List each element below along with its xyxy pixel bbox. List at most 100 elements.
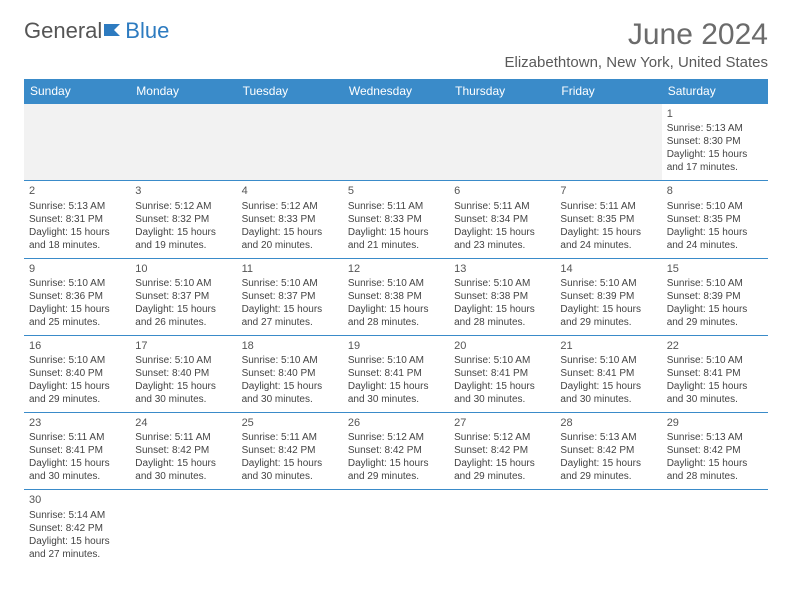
sunrise-line: Sunrise: 5:11 AM — [242, 431, 338, 444]
day-header: Saturday — [662, 79, 768, 104]
calendar-day-cell: 27Sunrise: 5:12 AMSunset: 8:42 PMDayligh… — [449, 413, 555, 490]
sunset-line: Sunset: 8:41 PM — [348, 367, 444, 380]
daylight-line: Daylight: 15 hours and 30 minutes. — [560, 380, 656, 406]
day-number: 5 — [348, 184, 444, 198]
sunset-line: Sunset: 8:41 PM — [454, 367, 550, 380]
calendar-day-cell: 10Sunrise: 5:10 AMSunset: 8:37 PMDayligh… — [130, 258, 236, 335]
daylight-line: Daylight: 15 hours and 25 minutes. — [29, 303, 125, 329]
sunset-line: Sunset: 8:32 PM — [135, 213, 231, 226]
daylight-line: Daylight: 15 hours and 30 minutes. — [454, 380, 550, 406]
logo-text-2: Blue — [125, 18, 169, 44]
sunset-line: Sunset: 8:40 PM — [135, 367, 231, 380]
daylight-line: Daylight: 15 hours and 30 minutes. — [667, 380, 763, 406]
day-number: 2 — [29, 184, 125, 198]
header: GeneralBlue June 2024 Elizabethtown, New… — [24, 18, 768, 71]
sunrise-line: Sunrise: 5:10 AM — [667, 277, 763, 290]
sunrise-line: Sunrise: 5:10 AM — [667, 200, 763, 213]
sunrise-line: Sunrise: 5:10 AM — [454, 354, 550, 367]
calendar-day-cell — [555, 104, 661, 181]
day-number: 1 — [667, 107, 763, 121]
day-number: 26 — [348, 416, 444, 430]
sunrise-line: Sunrise: 5:14 AM — [29, 509, 125, 522]
sunset-line: Sunset: 8:30 PM — [667, 135, 763, 148]
day-number: 19 — [348, 339, 444, 353]
sunrise-line: Sunrise: 5:10 AM — [135, 277, 231, 290]
logo: GeneralBlue — [24, 18, 169, 44]
daylight-line: Daylight: 15 hours and 29 minutes. — [348, 457, 444, 483]
calendar-day-cell: 23Sunrise: 5:11 AMSunset: 8:41 PMDayligh… — [24, 413, 130, 490]
day-number: 21 — [560, 339, 656, 353]
sunrise-line: Sunrise: 5:13 AM — [667, 431, 763, 444]
day-number: 6 — [454, 184, 550, 198]
calendar-day-cell: 22Sunrise: 5:10 AMSunset: 8:41 PMDayligh… — [662, 335, 768, 412]
sunrise-line: Sunrise: 5:10 AM — [29, 277, 125, 290]
calendar-body: 1Sunrise: 5:13 AMSunset: 8:30 PMDaylight… — [24, 104, 768, 567]
sunset-line: Sunset: 8:34 PM — [454, 213, 550, 226]
sunrise-line: Sunrise: 5:10 AM — [135, 354, 231, 367]
sunrise-line: Sunrise: 5:12 AM — [454, 431, 550, 444]
day-number: 28 — [560, 416, 656, 430]
sunset-line: Sunset: 8:31 PM — [29, 213, 125, 226]
daylight-line: Daylight: 15 hours and 29 minutes. — [560, 303, 656, 329]
sunrise-line: Sunrise: 5:10 AM — [348, 354, 444, 367]
calendar-week-row: 16Sunrise: 5:10 AMSunset: 8:40 PMDayligh… — [24, 335, 768, 412]
sunset-line: Sunset: 8:42 PM — [454, 444, 550, 457]
sunset-line: Sunset: 8:39 PM — [667, 290, 763, 303]
day-header: Friday — [555, 79, 661, 104]
daylight-line: Daylight: 15 hours and 30 minutes. — [135, 380, 231, 406]
sunrise-line: Sunrise: 5:10 AM — [560, 354, 656, 367]
day-number: 27 — [454, 416, 550, 430]
daylight-line: Daylight: 15 hours and 28 minutes. — [667, 457, 763, 483]
day-number: 8 — [667, 184, 763, 198]
calendar-day-cell: 26Sunrise: 5:12 AMSunset: 8:42 PMDayligh… — [343, 413, 449, 490]
daylight-line: Daylight: 15 hours and 24 minutes. — [560, 226, 656, 252]
sunrise-line: Sunrise: 5:10 AM — [348, 277, 444, 290]
day-number: 10 — [135, 262, 231, 276]
day-number: 30 — [29, 493, 125, 507]
daylight-line: Daylight: 15 hours and 29 minutes. — [29, 380, 125, 406]
sunset-line: Sunset: 8:36 PM — [29, 290, 125, 303]
day-number: 20 — [454, 339, 550, 353]
day-number: 16 — [29, 339, 125, 353]
calendar-table: SundayMondayTuesdayWednesdayThursdayFrid… — [24, 79, 768, 567]
day-number: 29 — [667, 416, 763, 430]
calendar-day-cell: 2Sunrise: 5:13 AMSunset: 8:31 PMDaylight… — [24, 181, 130, 258]
location-subtitle: Elizabethtown, New York, United States — [505, 54, 768, 71]
daylight-line: Daylight: 15 hours and 23 minutes. — [454, 226, 550, 252]
calendar-day-cell: 21Sunrise: 5:10 AMSunset: 8:41 PMDayligh… — [555, 335, 661, 412]
calendar-day-cell: 7Sunrise: 5:11 AMSunset: 8:35 PMDaylight… — [555, 181, 661, 258]
day-number: 23 — [29, 416, 125, 430]
calendar-day-cell: 15Sunrise: 5:10 AMSunset: 8:39 PMDayligh… — [662, 258, 768, 335]
calendar-day-cell — [662, 490, 768, 567]
calendar-day-cell: 11Sunrise: 5:10 AMSunset: 8:37 PMDayligh… — [237, 258, 343, 335]
sunrise-line: Sunrise: 5:13 AM — [667, 122, 763, 135]
sunset-line: Sunset: 8:42 PM — [348, 444, 444, 457]
title-block: June 2024 Elizabethtown, New York, Unite… — [505, 18, 768, 71]
daylight-line: Daylight: 15 hours and 17 minutes. — [667, 148, 763, 174]
sunrise-line: Sunrise: 5:10 AM — [242, 354, 338, 367]
sunset-line: Sunset: 8:42 PM — [135, 444, 231, 457]
day-header: Sunday — [24, 79, 130, 104]
daylight-line: Daylight: 15 hours and 27 minutes. — [29, 535, 125, 561]
daylight-line: Daylight: 15 hours and 18 minutes. — [29, 226, 125, 252]
calendar-day-cell: 28Sunrise: 5:13 AMSunset: 8:42 PMDayligh… — [555, 413, 661, 490]
calendar-day-cell: 12Sunrise: 5:10 AMSunset: 8:38 PMDayligh… — [343, 258, 449, 335]
calendar-day-cell: 14Sunrise: 5:10 AMSunset: 8:39 PMDayligh… — [555, 258, 661, 335]
calendar-day-cell — [449, 104, 555, 181]
daylight-line: Daylight: 15 hours and 21 minutes. — [348, 226, 444, 252]
calendar-day-cell: 30 Sunrise: 5:14 AMSunset: 8:42 PMDayligh… — [24, 490, 130, 567]
calendar-week-row: 23Sunrise: 5:11 AMSunset: 8:41 PMDayligh… — [24, 413, 768, 490]
daylight-line: Daylight: 15 hours and 20 minutes. — [242, 226, 338, 252]
calendar-day-cell — [449, 490, 555, 567]
logo-flag-icon — [104, 18, 124, 44]
day-header: Monday — [130, 79, 236, 104]
day-header: Tuesday — [237, 79, 343, 104]
sunset-line: Sunset: 8:35 PM — [667, 213, 763, 226]
calendar-day-cell: 18Sunrise: 5:10 AMSunset: 8:40 PMDayligh… — [237, 335, 343, 412]
day-number: 4 — [242, 184, 338, 198]
calendar-day-cell: 4Sunrise: 5:12 AMSunset: 8:33 PMDaylight… — [237, 181, 343, 258]
sunrise-line: Sunrise: 5:13 AM — [560, 431, 656, 444]
day-number: 17 — [135, 339, 231, 353]
sunset-line: Sunset: 8:42 PM — [29, 522, 125, 535]
sunset-line: Sunset: 8:33 PM — [242, 213, 338, 226]
